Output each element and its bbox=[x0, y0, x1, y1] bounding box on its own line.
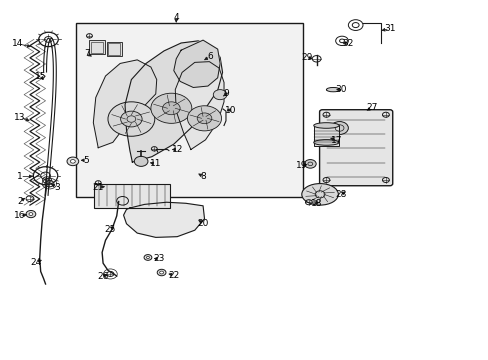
Text: 15: 15 bbox=[35, 72, 46, 81]
Text: 10: 10 bbox=[224, 105, 236, 114]
Text: 3: 3 bbox=[54, 183, 60, 192]
Text: 12: 12 bbox=[171, 145, 183, 154]
Ellipse shape bbox=[326, 87, 339, 92]
Text: 30: 30 bbox=[335, 85, 346, 94]
Text: 13: 13 bbox=[15, 113, 26, 122]
Circle shape bbox=[121, 111, 142, 127]
Bar bbox=[106, 42, 122, 56]
Text: 18: 18 bbox=[310, 199, 322, 208]
Text: 29: 29 bbox=[301, 53, 312, 62]
Circle shape bbox=[330, 122, 347, 134]
Text: 16: 16 bbox=[14, 211, 25, 220]
Ellipse shape bbox=[301, 184, 338, 205]
Circle shape bbox=[157, 269, 165, 276]
Circle shape bbox=[70, 159, 75, 163]
Text: 24: 24 bbox=[30, 258, 41, 267]
Circle shape bbox=[162, 102, 180, 115]
Text: 26: 26 bbox=[97, 271, 108, 280]
Circle shape bbox=[67, 157, 79, 166]
Text: 21: 21 bbox=[92, 183, 103, 192]
Text: 28: 28 bbox=[335, 190, 346, 199]
Bar bbox=[94, 184, 169, 208]
Text: 17: 17 bbox=[331, 136, 342, 145]
Text: 23: 23 bbox=[153, 255, 164, 264]
Text: 14: 14 bbox=[12, 39, 23, 48]
Text: 7: 7 bbox=[84, 49, 90, 58]
Circle shape bbox=[144, 255, 152, 260]
Circle shape bbox=[26, 211, 36, 218]
Bar bbox=[313, 126, 338, 145]
Circle shape bbox=[213, 90, 226, 100]
Text: 22: 22 bbox=[168, 270, 179, 279]
Text: 27: 27 bbox=[366, 103, 377, 112]
Text: 4: 4 bbox=[173, 13, 179, 22]
Polygon shape bbox=[173, 40, 220, 87]
Text: 31: 31 bbox=[383, 24, 395, 33]
Ellipse shape bbox=[313, 123, 338, 128]
Circle shape bbox=[304, 159, 316, 168]
FancyBboxPatch shape bbox=[319, 110, 392, 186]
Circle shape bbox=[146, 256, 149, 258]
Circle shape bbox=[151, 93, 191, 123]
Text: 20: 20 bbox=[197, 219, 208, 228]
Circle shape bbox=[29, 213, 33, 216]
Bar bbox=[89, 40, 105, 54]
Polygon shape bbox=[175, 62, 224, 149]
Text: 8: 8 bbox=[200, 172, 205, 181]
Circle shape bbox=[197, 113, 211, 124]
Text: 9: 9 bbox=[223, 89, 228, 98]
Circle shape bbox=[187, 106, 221, 131]
Bar bbox=[76, 23, 303, 197]
Text: 1: 1 bbox=[17, 172, 23, 181]
Circle shape bbox=[134, 156, 148, 166]
Text: 6: 6 bbox=[207, 52, 213, 61]
Text: 2: 2 bbox=[18, 197, 23, 206]
Polygon shape bbox=[123, 202, 204, 237]
Text: 32: 32 bbox=[342, 39, 353, 48]
Circle shape bbox=[159, 271, 163, 274]
Text: 11: 11 bbox=[150, 159, 161, 168]
Text: 5: 5 bbox=[83, 156, 89, 165]
Circle shape bbox=[108, 102, 155, 136]
Bar bbox=[108, 43, 120, 55]
Text: 25: 25 bbox=[104, 225, 116, 234]
Text: 19: 19 bbox=[296, 161, 307, 170]
Bar bbox=[91, 41, 103, 53]
Ellipse shape bbox=[313, 140, 338, 145]
Polygon shape bbox=[93, 60, 157, 148]
Polygon shape bbox=[125, 41, 222, 162]
